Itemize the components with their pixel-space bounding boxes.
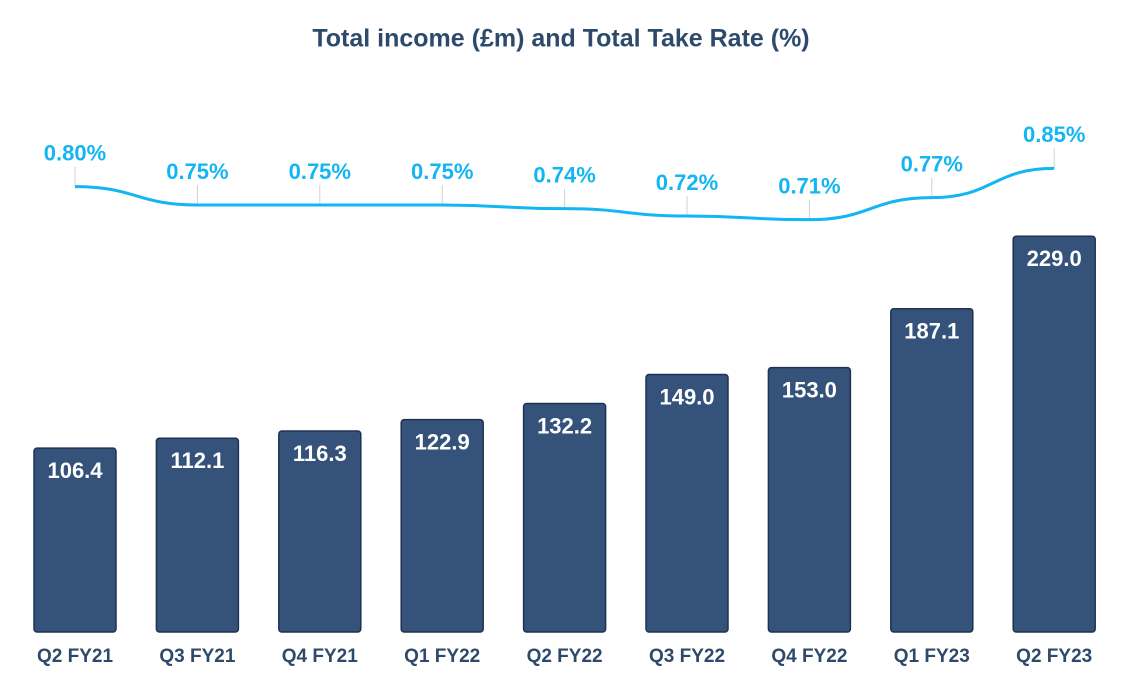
line-value-label: 0.71% (778, 173, 840, 198)
chart-title: Total income (£m) and Total Take Rate (%… (312, 25, 809, 53)
bar (645, 373, 729, 633)
bar-value-label: 116.3 (293, 441, 347, 466)
bar (155, 437, 240, 633)
bar (890, 307, 974, 633)
x-tick-label: Q2 FY23 (1016, 646, 1092, 667)
x-tick-label: Q3 FY21 (159, 646, 235, 667)
bar-value-label: 112.1 (170, 448, 224, 473)
bar-value-label: 229.0 (1027, 246, 1082, 271)
bar-value-label: 106.4 (47, 458, 103, 483)
line-value-label: 0.80% (44, 140, 106, 165)
bar (278, 430, 362, 633)
x-tick-label: Q4 FY21 (282, 646, 358, 667)
take-rate-line (74, 166, 1055, 222)
bar-value-label: 187.1 (904, 319, 959, 344)
line-value-label: 0.74% (533, 162, 595, 187)
bar-value-label: 122.9 (415, 429, 470, 454)
bar-value-label: 132.2 (537, 413, 592, 438)
bar (1012, 235, 1096, 633)
bar-value-label: 149.0 (659, 384, 714, 409)
x-tick-label: Q2 FY21 (37, 646, 113, 667)
line-value-label: 0.75% (166, 159, 228, 184)
bar (400, 418, 484, 633)
line-value-label: 0.85% (1023, 122, 1085, 147)
x-tick-label: Q4 FY22 (771, 646, 847, 667)
x-tick-label: Q1 FY22 (404, 646, 480, 667)
line-value-label: 0.72% (656, 170, 718, 195)
x-tick-label: Q1 FY23 (894, 646, 970, 667)
line-value-label: 0.77% (901, 151, 963, 176)
bar (522, 402, 607, 633)
bar (767, 366, 852, 633)
x-tick-label: Q3 FY22 (649, 646, 725, 667)
line-value-label: 0.75% (289, 159, 351, 184)
bar (33, 447, 117, 633)
bar-value-label: 153.0 (782, 377, 837, 402)
x-tick-label: Q2 FY22 (527, 646, 603, 667)
line-value-label: 0.75% (411, 159, 473, 184)
